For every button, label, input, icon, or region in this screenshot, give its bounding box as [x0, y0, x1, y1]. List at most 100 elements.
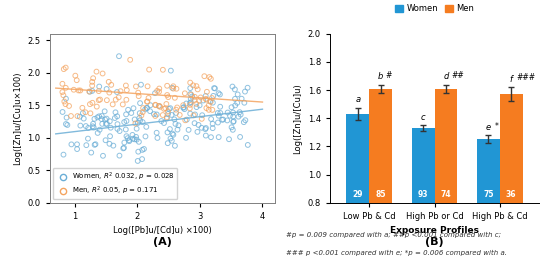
- Point: [62, 86, 70, 90]
- Point: [135, 116, 144, 120]
- Point: [136, 101, 145, 105]
- Point: [125, 139, 134, 143]
- Point: [236, 113, 245, 117]
- Point: [228, 128, 237, 132]
- Point: [128, 133, 137, 137]
- Point: [123, 136, 132, 140]
- Point: [136, 118, 145, 122]
- Point: [208, 101, 217, 105]
- Point: [62, 115, 71, 120]
- Point: [98, 154, 107, 158]
- Point: [138, 110, 147, 114]
- Point: [151, 103, 160, 107]
- Point: [164, 112, 173, 116]
- Bar: [369, 89, 392, 260]
- Point: [160, 121, 168, 125]
- Point: [155, 87, 164, 91]
- Text: ##: ##: [451, 71, 464, 80]
- Point: [86, 111, 95, 115]
- Point: [95, 84, 103, 89]
- Point: [90, 143, 99, 147]
- Point: [168, 86, 177, 90]
- Point: [229, 114, 238, 119]
- Point: [240, 89, 249, 94]
- Point: [216, 105, 224, 109]
- Point: [186, 100, 195, 104]
- Point: [95, 98, 103, 102]
- Point: [58, 90, 67, 94]
- Point: [229, 119, 238, 123]
- Point: [169, 87, 178, 91]
- Point: [78, 106, 87, 110]
- Point: [182, 101, 191, 106]
- Point: [134, 90, 142, 95]
- Point: [95, 128, 104, 132]
- Point: [186, 103, 195, 107]
- Point: [207, 96, 216, 100]
- Point: [230, 87, 239, 92]
- Point: [106, 119, 114, 123]
- Point: [122, 83, 130, 88]
- X-axis label: Log([Pb]u/[Cd]u) ×100): Log([Pb]u/[Cd]u) ×100): [113, 226, 212, 235]
- X-axis label: Exposure Profiles: Exposure Profiles: [390, 226, 479, 235]
- Point: [79, 116, 88, 121]
- Point: [113, 122, 122, 126]
- Point: [73, 142, 81, 146]
- Point: [105, 142, 114, 146]
- Point: [155, 104, 164, 108]
- Point: [150, 112, 158, 116]
- Text: #p = 0.009 compared with a; ##p <0.001 compared with c;: #p = 0.009 compared with a; ##p <0.001 c…: [286, 231, 501, 237]
- Point: [141, 107, 150, 112]
- Point: [139, 106, 147, 110]
- Point: [164, 109, 173, 113]
- Point: [226, 114, 234, 118]
- Point: [169, 133, 178, 137]
- Point: [180, 107, 189, 111]
- Point: [164, 95, 173, 99]
- Point: [122, 112, 130, 116]
- Point: [88, 83, 97, 88]
- Point: [218, 118, 227, 122]
- Point: [207, 135, 216, 139]
- Point: [179, 106, 188, 110]
- Point: [175, 113, 184, 117]
- Point: [153, 136, 162, 140]
- Point: [163, 93, 172, 97]
- Point: [102, 87, 111, 91]
- Point: [187, 93, 196, 97]
- Point: [95, 114, 103, 118]
- Point: [186, 92, 195, 96]
- Point: [163, 84, 172, 88]
- Point: [193, 87, 202, 92]
- Point: [155, 104, 163, 108]
- Point: [162, 115, 171, 119]
- Point: [198, 113, 207, 117]
- Point: [172, 108, 180, 112]
- Point: [84, 126, 92, 130]
- Point: [63, 123, 72, 127]
- Point: [113, 127, 122, 131]
- Point: [120, 120, 129, 124]
- Point: [224, 137, 233, 141]
- Point: [101, 118, 109, 122]
- Point: [119, 146, 128, 150]
- Point: [244, 143, 252, 147]
- Point: [114, 54, 123, 58]
- Point: [151, 114, 160, 118]
- Point: [84, 136, 92, 141]
- Point: [76, 88, 85, 93]
- Point: [69, 88, 78, 92]
- Text: 36: 36: [506, 190, 516, 199]
- Point: [98, 72, 107, 76]
- Point: [186, 112, 195, 116]
- Point: [122, 127, 130, 132]
- Point: [59, 67, 68, 71]
- Point: [192, 102, 201, 106]
- Point: [188, 94, 196, 99]
- Point: [172, 87, 181, 91]
- Point: [241, 118, 250, 122]
- Point: [207, 117, 216, 121]
- Point: [216, 111, 225, 115]
- Point: [243, 86, 252, 90]
- Legend: Women, Men: Women, Men: [392, 1, 477, 16]
